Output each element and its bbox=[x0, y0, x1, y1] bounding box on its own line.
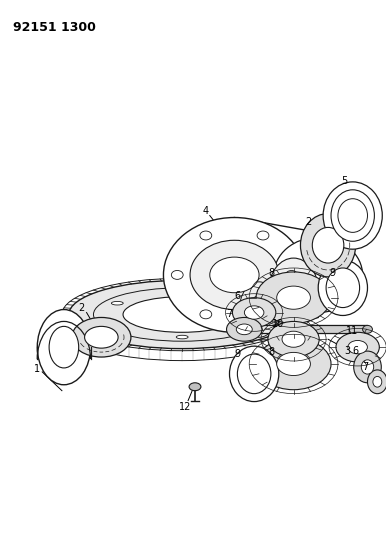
Text: 3: 3 bbox=[345, 346, 351, 356]
Ellipse shape bbox=[244, 306, 264, 319]
Ellipse shape bbox=[239, 282, 279, 337]
Ellipse shape bbox=[163, 217, 305, 332]
Text: 8: 8 bbox=[269, 347, 275, 357]
Ellipse shape bbox=[72, 318, 131, 357]
Ellipse shape bbox=[37, 310, 91, 385]
Text: 92151 1300: 92151 1300 bbox=[12, 21, 96, 34]
Ellipse shape bbox=[269, 258, 318, 321]
Ellipse shape bbox=[176, 290, 188, 294]
Ellipse shape bbox=[171, 270, 183, 279]
Ellipse shape bbox=[49, 326, 79, 368]
Polygon shape bbox=[257, 325, 368, 333]
Text: 7: 7 bbox=[363, 362, 369, 372]
Ellipse shape bbox=[200, 310, 212, 319]
Ellipse shape bbox=[257, 310, 269, 319]
Ellipse shape bbox=[210, 257, 259, 293]
Ellipse shape bbox=[300, 214, 356, 277]
Ellipse shape bbox=[176, 335, 188, 339]
Text: 6: 6 bbox=[234, 290, 240, 301]
Ellipse shape bbox=[256, 272, 331, 324]
Ellipse shape bbox=[200, 231, 212, 240]
Ellipse shape bbox=[336, 332, 379, 362]
Ellipse shape bbox=[256, 338, 331, 390]
Ellipse shape bbox=[111, 302, 123, 305]
Text: 9: 9 bbox=[329, 268, 335, 278]
Ellipse shape bbox=[230, 346, 279, 401]
Ellipse shape bbox=[257, 231, 269, 240]
Text: 11: 11 bbox=[345, 326, 358, 336]
Text: 2: 2 bbox=[79, 303, 85, 312]
Ellipse shape bbox=[236, 324, 252, 335]
Ellipse shape bbox=[326, 268, 359, 308]
Ellipse shape bbox=[237, 354, 271, 394]
Ellipse shape bbox=[111, 324, 123, 328]
Ellipse shape bbox=[363, 325, 372, 333]
Ellipse shape bbox=[274, 237, 363, 312]
Text: 10: 10 bbox=[272, 319, 284, 329]
Text: 7: 7 bbox=[226, 309, 233, 319]
Ellipse shape bbox=[226, 318, 262, 341]
Text: 2: 2 bbox=[305, 217, 312, 228]
Ellipse shape bbox=[281, 273, 307, 306]
Ellipse shape bbox=[268, 321, 319, 357]
Ellipse shape bbox=[249, 296, 269, 324]
Text: 4: 4 bbox=[203, 206, 209, 215]
Ellipse shape bbox=[233, 297, 276, 327]
Text: 8: 8 bbox=[269, 268, 275, 278]
Ellipse shape bbox=[323, 182, 382, 249]
Ellipse shape bbox=[123, 297, 241, 332]
Ellipse shape bbox=[84, 326, 118, 348]
Ellipse shape bbox=[69, 280, 296, 349]
Ellipse shape bbox=[241, 324, 253, 328]
Ellipse shape bbox=[241, 302, 253, 305]
Ellipse shape bbox=[361, 360, 374, 374]
Ellipse shape bbox=[338, 199, 368, 232]
Text: 9: 9 bbox=[234, 349, 240, 359]
Ellipse shape bbox=[318, 260, 368, 316]
Text: 5: 5 bbox=[341, 176, 347, 186]
Ellipse shape bbox=[190, 240, 279, 310]
Ellipse shape bbox=[189, 383, 201, 391]
Ellipse shape bbox=[354, 351, 381, 383]
Ellipse shape bbox=[373, 376, 382, 387]
Ellipse shape bbox=[277, 352, 310, 376]
Text: 6: 6 bbox=[352, 346, 359, 356]
Ellipse shape bbox=[286, 270, 298, 279]
Ellipse shape bbox=[282, 331, 305, 347]
Ellipse shape bbox=[312, 228, 344, 263]
Ellipse shape bbox=[331, 190, 374, 241]
Ellipse shape bbox=[277, 286, 310, 309]
Text: 1: 1 bbox=[34, 364, 40, 374]
Ellipse shape bbox=[368, 370, 387, 394]
Text: 12: 12 bbox=[179, 401, 191, 411]
Ellipse shape bbox=[348, 341, 367, 354]
